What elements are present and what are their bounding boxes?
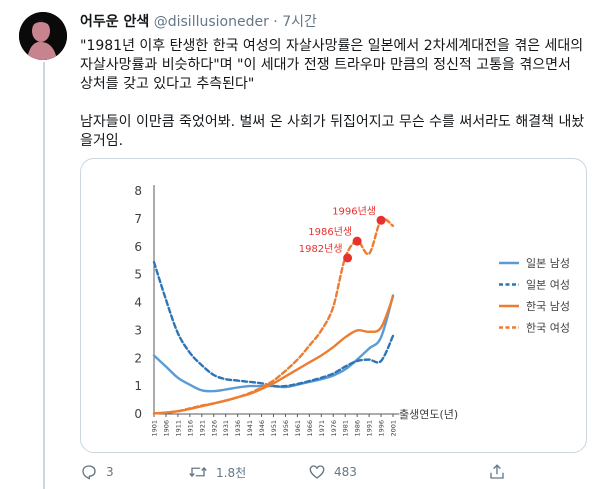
annotation-marker	[376, 215, 386, 225]
y-tick-label: 1	[134, 379, 142, 393]
tweet-paragraph: "1981년 이후 탄생한 한국 여성의 자살사망률은 일본에서 2차세계대전을…	[80, 38, 584, 92]
x-tick-label: 1981	[342, 420, 350, 437]
series-line-2	[152, 295, 395, 415]
timestamp[interactable]: 7시간	[282, 14, 317, 30]
reply-icon	[82, 465, 96, 480]
like-button[interactable]: 483	[308, 460, 357, 484]
annotation-label: 1996년생	[332, 205, 376, 217]
tweet-header: 어두운 안색 @disillusioneder · 7시간	[80, 13, 317, 31]
display-name[interactable]: 어두운 안색	[80, 14, 150, 30]
retweet-icon	[189, 466, 207, 478]
y-tick-label: 3	[134, 323, 142, 337]
avatar-image	[19, 12, 67, 60]
heart-icon	[309, 465, 325, 479]
annotation-marker	[352, 236, 362, 246]
x-tick-label: 1906	[162, 420, 170, 437]
annotation-label: 1982년생	[299, 243, 343, 255]
x-tick-label: 1996	[378, 420, 386, 437]
reply-button[interactable]: 3	[80, 460, 114, 484]
avatar[interactable]	[19, 12, 67, 60]
tweet-paragraph: 남자들이 이만큼 죽었어봐. 벌써 온 사회가 뒤집어지고 무슨 수를 써서라도…	[80, 114, 585, 149]
y-tick-label: 8	[134, 184, 142, 198]
y-tick-label: 2	[134, 351, 142, 365]
user-handle[interactable]: @disillusioneder	[153, 14, 269, 30]
x-tick-label: 1936	[234, 420, 242, 437]
series-line-0	[152, 294, 395, 393]
x-tick-label: 1956	[282, 420, 290, 437]
x-tick-label: 1941	[246, 420, 254, 437]
annotation-marker	[343, 253, 353, 263]
share-button[interactable]	[488, 460, 506, 484]
thread-line	[43, 62, 45, 489]
retweet-count: 1.8천	[216, 465, 247, 480]
like-count: 483	[334, 465, 357, 479]
y-tick-label: 7	[134, 212, 142, 226]
x-tick-label: 1921	[198, 420, 206, 437]
x-tick-label: 1901	[151, 420, 159, 437]
annotation-label: 1986년생	[308, 226, 352, 238]
x-tick-label: 1951	[270, 420, 278, 437]
x-tick-label: 2001	[390, 420, 398, 437]
suicide-rate-chart: 0 1 2 3 4 5 6 7 8 1901 1906 1911 1916 1921 1926 1931 193…	[134, 184, 570, 437]
y-tick-label: 0	[134, 407, 142, 421]
legend-label: 일본 여성	[526, 278, 570, 292]
x-tick-label: 1986	[354, 420, 362, 437]
separator-dot: ·	[273, 14, 278, 30]
retweet-button[interactable]: 1.8천	[188, 460, 246, 484]
series-line-1	[152, 260, 395, 388]
reply-count: 3	[106, 465, 114, 479]
legend-label: 한국 여성	[526, 322, 570, 335]
tweet-media-chart[interactable]: 0 1 2 3 4 5 6 7 8 1901 1906 1911 1916 1921 1926 1931 193…	[80, 158, 587, 453]
x-tick-label: 1971	[318, 420, 326, 437]
x-tick-label: 1961	[294, 420, 302, 437]
y-tick-label: 6	[134, 240, 142, 254]
x-tick-label: 1966	[306, 420, 314, 437]
x-tick-label: 1931	[222, 420, 230, 437]
x-tick-label: 1926	[210, 420, 218, 437]
tweet-text: "1981년 이후 탄생한 한국 여성의 자살사망률은 일본에서 2차세계대전을…	[80, 37, 585, 151]
y-tick-label: 5	[134, 268, 142, 282]
x-tick-label: 1946	[258, 420, 266, 437]
tweet-actions: 3 1.8천 483	[80, 460, 585, 484]
legend-label: 한국 남성	[526, 300, 570, 313]
x-tick-label: 1911	[174, 420, 182, 437]
share-icon	[490, 464, 504, 479]
x-tick-label: 1991	[366, 420, 374, 437]
legend-label: 일본 남성	[526, 256, 570, 270]
y-tick-label: 4	[134, 296, 142, 310]
x-tick-label: 1916	[186, 420, 194, 437]
x-axis-label: 출생연도(년)	[399, 408, 458, 421]
x-tick-label: 1976	[330, 420, 338, 437]
